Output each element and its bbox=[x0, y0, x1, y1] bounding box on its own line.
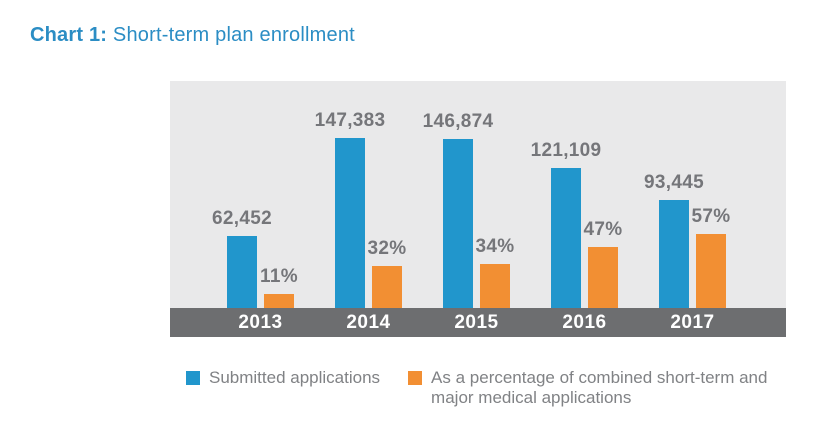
legend-item-submitted-applications: Submitted applications bbox=[186, 368, 380, 408]
bar-applications-2017: 93,445 bbox=[644, 172, 704, 308]
x-axis-label-2013: 2013 bbox=[238, 311, 283, 333]
data-label: 62,452 bbox=[212, 208, 272, 229]
legend: Submitted applications As a percentage o… bbox=[186, 368, 781, 408]
chart-title-text: Short-term plan enrollment bbox=[107, 24, 355, 46]
legend-swatch-blue bbox=[186, 371, 200, 385]
chart-title-prefix: Chart 1: bbox=[30, 24, 108, 46]
data-label: 57% bbox=[691, 206, 731, 227]
legend-label: As a percentage of combined short-term a… bbox=[431, 368, 768, 407]
x-axis-label-2016: 2016 bbox=[562, 311, 607, 333]
bar-percentage-2016: 47% bbox=[584, 219, 622, 308]
x-axis-band: 2013 2014 2015 2016 2017 bbox=[170, 308, 786, 337]
plot-area: 62,452 11% 147,383 32% 146,874 34% 121,109 47% 9… bbox=[170, 81, 786, 308]
bar-group-2014: 147,383 32% bbox=[315, 81, 406, 308]
bar-applications-2014: 147,383 bbox=[315, 110, 385, 308]
data-label: 147,383 bbox=[314, 110, 386, 131]
data-label: 34% bbox=[475, 236, 515, 257]
data-label: 121,109 bbox=[530, 140, 602, 161]
bar-percentage-2014: 32% bbox=[368, 238, 406, 308]
bar-percentage-2013: 11% bbox=[260, 266, 298, 308]
legend-swatch-orange bbox=[408, 371, 423, 385]
data-label: 11% bbox=[260, 266, 298, 287]
x-axis-label-2014: 2014 bbox=[346, 311, 391, 333]
bar-applications-2016: 121,109 bbox=[531, 140, 601, 308]
legend-item-percentage: As a percentage of combined short-term a… bbox=[408, 368, 781, 408]
bar-applications-2013: 62,452 bbox=[212, 208, 272, 308]
data-label: 146,874 bbox=[422, 111, 494, 132]
bar-group-2013: 62,452 11% bbox=[212, 81, 298, 308]
bar-applications-2015: 146,874 bbox=[423, 111, 493, 308]
chart-title: Chart 1: Short-term plan enrollment bbox=[30, 24, 355, 47]
data-label: 32% bbox=[367, 238, 407, 259]
x-axis-label-2017: 2017 bbox=[670, 311, 715, 333]
legend-label: Submitted applications bbox=[209, 368, 381, 387]
bar-group-2015: 146,874 34% bbox=[423, 81, 514, 308]
data-label: 93,445 bbox=[644, 172, 704, 193]
bar-group-2016: 121,109 47% bbox=[531, 81, 622, 308]
bar-percentage-2015: 34% bbox=[476, 236, 514, 308]
x-axis-label-2015: 2015 bbox=[454, 311, 499, 333]
chart-area: 62,452 11% 147,383 32% 146,874 34% 121,109 47% 9… bbox=[170, 81, 786, 337]
bar-group-2017: 93,445 57% bbox=[644, 81, 730, 308]
data-label: 47% bbox=[583, 219, 623, 240]
bar-percentage-2017: 57% bbox=[692, 206, 730, 308]
